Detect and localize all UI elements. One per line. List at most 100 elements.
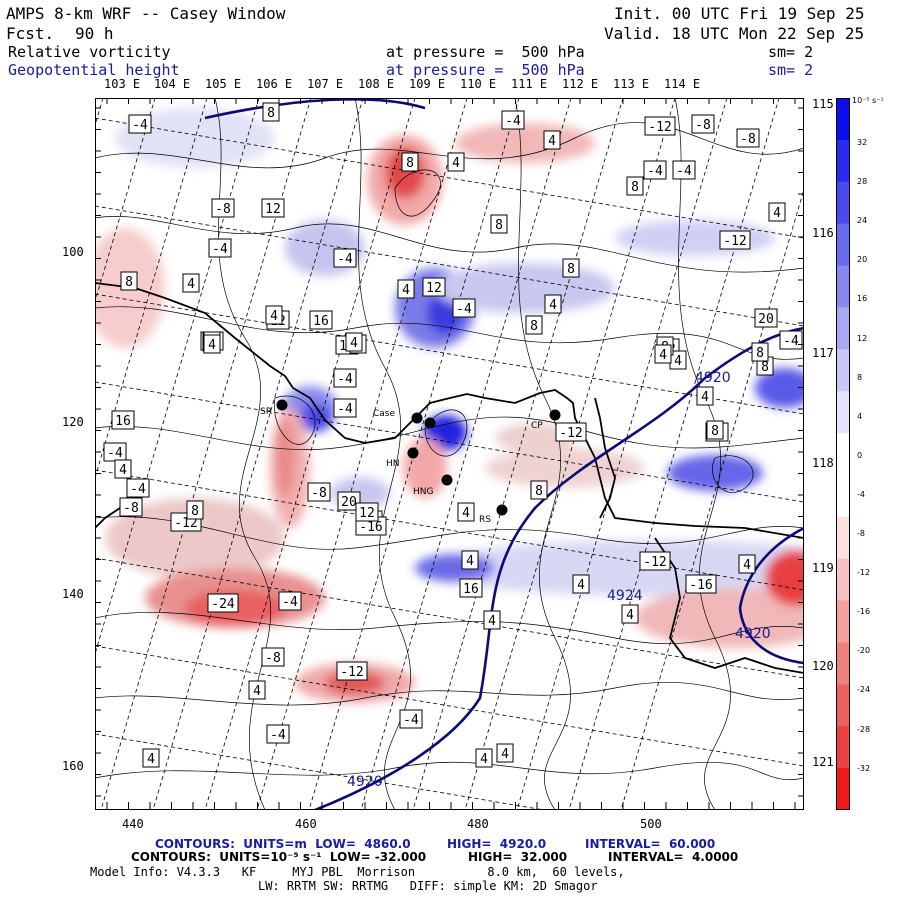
- svg-text:-4: -4: [337, 372, 353, 387]
- top-lon-label: 112 E: [562, 77, 599, 91]
- vorticity-contour-label: 8: [490, 214, 508, 234]
- top-lon-label: 103 E: [104, 77, 141, 91]
- vorticity-contour-label: -8: [119, 497, 143, 517]
- vorticity-contour-label: -4: [126, 478, 150, 498]
- vorticity-contour-label: -12: [639, 551, 671, 571]
- vorticity-contour-label: 4: [114, 459, 132, 479]
- svg-text:-8: -8: [311, 486, 327, 501]
- svg-text:-4: -4: [456, 302, 472, 317]
- svg-text:-12: -12: [648, 120, 671, 135]
- field1-level: at pressure = 500 hPa: [386, 43, 585, 61]
- colorbar-label: -24: [857, 685, 871, 695]
- height-contour-interval: INTERVAL= 60.000: [585, 837, 716, 851]
- height-contour-label: 4924: [607, 588, 643, 604]
- svg-text:-4: -4: [403, 713, 419, 728]
- y-tick-label: 160: [62, 759, 84, 773]
- vorticity-contour-label: 8: [262, 102, 280, 122]
- station-marker: [549, 409, 561, 421]
- vorticity-contour-label: 8: [751, 342, 769, 362]
- svg-text:4: 4: [350, 336, 358, 351]
- svg-text:-12: -12: [723, 234, 746, 249]
- vorticity-contour-label: -4: [208, 238, 232, 258]
- physics-info: LW: RRTM SW: RRTMG DIFF: simple KM: 2D S…: [258, 879, 598, 893]
- svg-text:-4: -4: [212, 242, 228, 257]
- vorticity-contour-label: 8: [530, 480, 548, 500]
- colorbar-label: -16: [857, 607, 871, 617]
- vorticity-contour-label: -4: [278, 591, 302, 611]
- y-tick-label: 100: [62, 245, 84, 259]
- station-marker: [441, 474, 453, 486]
- top-lon-label: 104 E: [154, 77, 191, 91]
- svg-text:-4: -4: [647, 164, 663, 179]
- svg-text:-8: -8: [123, 501, 139, 516]
- x-tick-label: 480: [467, 817, 489, 831]
- vorticity-contour-label: -4: [779, 330, 803, 350]
- svg-text:8: 8: [125, 275, 133, 290]
- svg-text:16: 16: [115, 414, 131, 429]
- vorticity-contour-label: -8: [736, 128, 760, 148]
- vorticity-contour-label: -12: [719, 230, 751, 250]
- vorticity-contour-label: -8: [307, 482, 331, 502]
- forecast-hours: 90 h: [75, 24, 114, 43]
- vorticity-contour-label: 4: [475, 748, 493, 768]
- svg-text:4: 4: [773, 206, 781, 221]
- svg-text:4: 4: [466, 554, 474, 569]
- vorticity-contour-label: 16: [111, 410, 135, 430]
- svg-text:4: 4: [452, 156, 460, 171]
- station-label: RS: [479, 515, 491, 525]
- svg-text:-12: -12: [559, 426, 582, 441]
- vorticity-contour-label: 8: [525, 315, 543, 335]
- svg-text:8: 8: [267, 106, 275, 121]
- station-label: HNG: [413, 487, 434, 497]
- vorticity-contour-high: HIGH= 32.000: [468, 850, 568, 864]
- svg-text:-12: -12: [643, 555, 666, 570]
- vorticity-contour-label: 4: [738, 554, 756, 574]
- top-lon-label: 105 E: [205, 77, 242, 91]
- vorticity-contour-label: 4: [543, 130, 561, 150]
- top-lon-label: 109 E: [409, 77, 446, 91]
- vorticity-contour-label: 4: [621, 604, 639, 624]
- svg-text:4: 4: [119, 463, 127, 478]
- vorticity-contour-label: -4: [333, 398, 357, 418]
- svg-text:-8: -8: [740, 132, 756, 147]
- vorticity-contour-label: 4: [182, 273, 200, 293]
- x-tick-label: 460: [295, 817, 317, 831]
- height-contour-label: 4920: [347, 774, 383, 790]
- vorticity-contour-label: 4: [345, 332, 363, 352]
- x-tick-label: 440: [122, 817, 144, 831]
- svg-text:8: 8: [191, 504, 199, 519]
- svg-text:20: 20: [341, 495, 357, 510]
- vorticity-contour-label: 4: [572, 574, 590, 594]
- y-tick-label: 140: [62, 587, 84, 601]
- station-label: CP: [531, 421, 543, 431]
- colorbar-label: 24: [857, 216, 868, 226]
- svg-text:4: 4: [659, 348, 667, 363]
- vorticity-contour-info: CONTOURS: UNITS=10⁻⁵ s⁻¹ LOW= -32.000: [131, 850, 427, 864]
- svg-text:4: 4: [147, 752, 155, 767]
- vorticity-contour-label: -16: [685, 574, 717, 594]
- svg-text:8: 8: [567, 262, 575, 277]
- field2-name: Geopotential height: [8, 61, 180, 79]
- colorbar-label: 32: [857, 138, 868, 147]
- svg-text:-4: -4: [337, 402, 353, 417]
- svg-text:4: 4: [208, 338, 216, 353]
- vorticity-contour-label: 20: [754, 308, 778, 328]
- top-lon-label: 111 E: [511, 77, 548, 91]
- colorbar-label: 20: [857, 255, 868, 265]
- colorbar-label: 16: [857, 294, 868, 304]
- svg-text:12: 12: [426, 281, 442, 296]
- vorticity-contour-label: 16: [309, 310, 333, 330]
- vorticity-contour-label: -4: [333, 248, 357, 268]
- svg-text:4: 4: [701, 390, 709, 405]
- vorticity-contour-label: 4: [544, 294, 562, 314]
- svg-text:-4: -4: [132, 118, 148, 133]
- vorticity-contour-label: 4: [265, 305, 283, 325]
- vorticity-contour-label: 4: [696, 386, 714, 406]
- colorbar-label: 28: [857, 177, 868, 187]
- svg-text:8: 8: [495, 218, 503, 233]
- colorbar-label: -28: [857, 724, 871, 734]
- station-label: HN: [386, 459, 400, 469]
- vorticity-contour-label: 4: [461, 550, 479, 570]
- model-title: AMPS 8-km WRF -- Casey Window: [6, 4, 286, 23]
- top-lon-label: 107 E: [307, 77, 344, 91]
